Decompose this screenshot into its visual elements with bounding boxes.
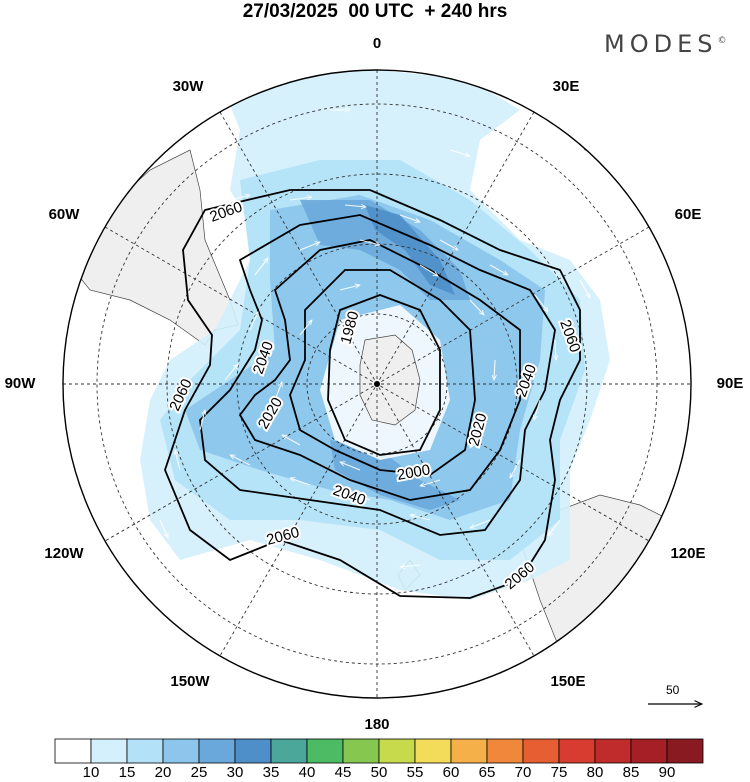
contour-2060 bbox=[164, 189, 581, 599]
contour-label: 2060 bbox=[208, 198, 245, 225]
colorbar-tick-label: 25 bbox=[190, 764, 208, 781]
colorbar-swatch bbox=[486, 738, 524, 764]
brand-mark: © bbox=[717, 36, 727, 46]
colorbar-swatch bbox=[234, 738, 272, 764]
colorbar-swatch bbox=[342, 738, 380, 764]
modes-logo: MODES© bbox=[604, 30, 726, 58]
south-pole-marker bbox=[374, 381, 380, 387]
lon-label-120e: 120E bbox=[670, 545, 706, 562]
colorbar-tick-label: 10 bbox=[82, 764, 100, 781]
colorbar-tick-label: 15 bbox=[118, 764, 136, 781]
colorbar-swatch bbox=[630, 738, 668, 764]
lon-label-150w: 150W bbox=[170, 673, 210, 690]
lon-label-0: 0 bbox=[372, 35, 382, 52]
colorbar-swatch bbox=[162, 738, 200, 764]
colorbar-swatch bbox=[270, 738, 308, 764]
colorbar-swatch bbox=[306, 738, 344, 764]
map-border bbox=[62, 69, 692, 699]
lon-label-90e: 90E bbox=[716, 375, 744, 392]
colorbar-swatch bbox=[594, 738, 632, 764]
colorbar-tick-label: 45 bbox=[334, 764, 352, 781]
colorbar-tick-label: 85 bbox=[622, 764, 640, 781]
colorbar-swatch bbox=[414, 738, 452, 764]
colorbar-tick-label: 70 bbox=[514, 764, 532, 781]
shade-jet-30b bbox=[330, 440, 460, 510]
lon-label-90w: 90W bbox=[4, 375, 36, 392]
colorbar-swatch bbox=[522, 738, 560, 764]
wind-reference-label: 50 bbox=[666, 683, 680, 697]
lon-label-60e: 60E bbox=[674, 206, 702, 223]
contour-2040 bbox=[199, 214, 556, 536]
colorbar-swatch bbox=[54, 738, 92, 764]
colorbar-tick-label: 55 bbox=[406, 764, 424, 781]
colorbar-swatch bbox=[450, 738, 488, 764]
lon-label-120w: 120W bbox=[44, 545, 84, 562]
colorbar-tick-label: 65 bbox=[478, 764, 496, 781]
brand-text: MODES bbox=[604, 30, 718, 58]
colorbar-swatch bbox=[90, 738, 128, 764]
colorbar-tick-label: 60 bbox=[442, 764, 460, 781]
map-layers: 2060 2060 2060 2060 2060 2040 2040 2040 … bbox=[63, 70, 691, 698]
colorbar-tick-label: 50 bbox=[370, 764, 388, 781]
colorbar-tick-label: 40 bbox=[298, 764, 316, 781]
colorbar-tick-label: 20 bbox=[154, 764, 172, 781]
lon-label-180: 180 bbox=[364, 716, 390, 733]
colorbar-swatch bbox=[558, 738, 596, 764]
lon-label-60w: 60W bbox=[48, 206, 80, 223]
contour-2000 bbox=[289, 269, 476, 476]
colorbar-tick-label: 75 bbox=[550, 764, 568, 781]
colorbar-swatch bbox=[126, 738, 164, 764]
wind-vectors bbox=[159, 110, 590, 567]
antarctica-overlay bbox=[359, 334, 421, 426]
colorbar-tick-label: 90 bbox=[658, 764, 676, 781]
lon-label-30w: 30W bbox=[172, 78, 204, 95]
colorbar bbox=[54, 738, 704, 764]
map-title: 27/03/2025 00 UTC + 240 hrs bbox=[242, 1, 508, 22]
colorbar-tick-label: 35 bbox=[262, 764, 280, 781]
colorbar-swatch bbox=[666, 738, 704, 764]
lon-label-30e: 30E bbox=[552, 78, 580, 95]
wind-reference-arrow bbox=[648, 682, 706, 712]
colorbar-swatch bbox=[378, 738, 416, 764]
colorbar-tick-label: 30 bbox=[226, 764, 244, 781]
colorbar-tick-label: 80 bbox=[586, 764, 604, 781]
south-america-land bbox=[69, 149, 239, 346]
height-contours bbox=[164, 189, 581, 599]
contour-2020 bbox=[238, 239, 521, 501]
lon-label-150e: 150E bbox=[550, 673, 586, 690]
contour-1980 bbox=[327, 294, 441, 456]
colorbar-swatch bbox=[198, 738, 236, 764]
